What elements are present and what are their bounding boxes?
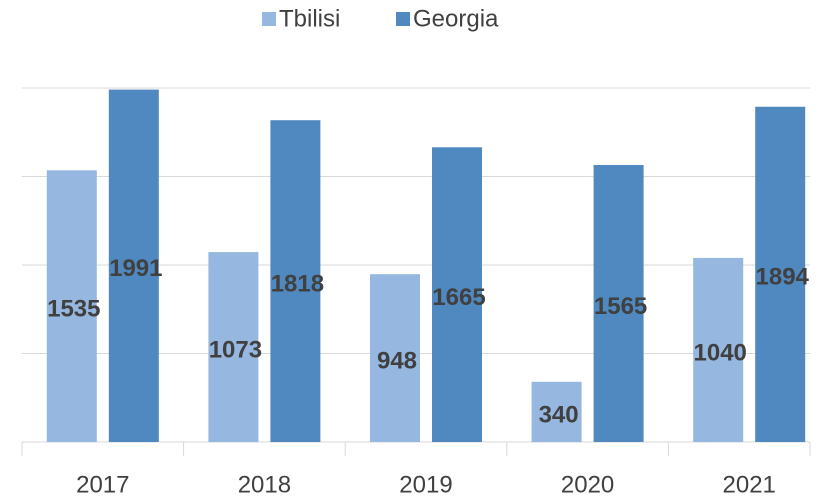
bar: [755, 106, 806, 443]
legend-label: Georgia: [413, 5, 499, 32]
data-label: 1073: [209, 336, 262, 363]
bar: [208, 252, 259, 442]
data-label: 1991: [109, 255, 162, 282]
bar: [270, 120, 321, 443]
bar: [531, 381, 582, 442]
bar: [108, 89, 159, 442]
data-label: 340: [539, 401, 579, 428]
legend-label: Tbilisi: [279, 5, 340, 32]
legend-swatch: [396, 12, 410, 26]
x-tick-label: 2020: [561, 471, 614, 498]
data-label: 1894: [756, 264, 810, 291]
bar: [432, 147, 482, 443]
x-tick-label: 2019: [399, 471, 452, 498]
bar: [693, 257, 744, 442]
x-tick-label: 2021: [723, 471, 776, 498]
data-label: 1040: [694, 339, 747, 366]
x-tick-label: 2018: [238, 471, 291, 498]
legend-swatch: [262, 12, 276, 26]
data-label: 948: [377, 347, 417, 374]
data-label: 1565: [594, 293, 647, 320]
data-label: 1665: [432, 284, 485, 311]
x-tick-label: 2017: [76, 471, 129, 498]
bar: [46, 170, 97, 442]
bar: [370, 274, 420, 442]
data-label: 1818: [271, 270, 324, 297]
data-label: 1535: [47, 295, 100, 322]
bar: [593, 164, 644, 442]
